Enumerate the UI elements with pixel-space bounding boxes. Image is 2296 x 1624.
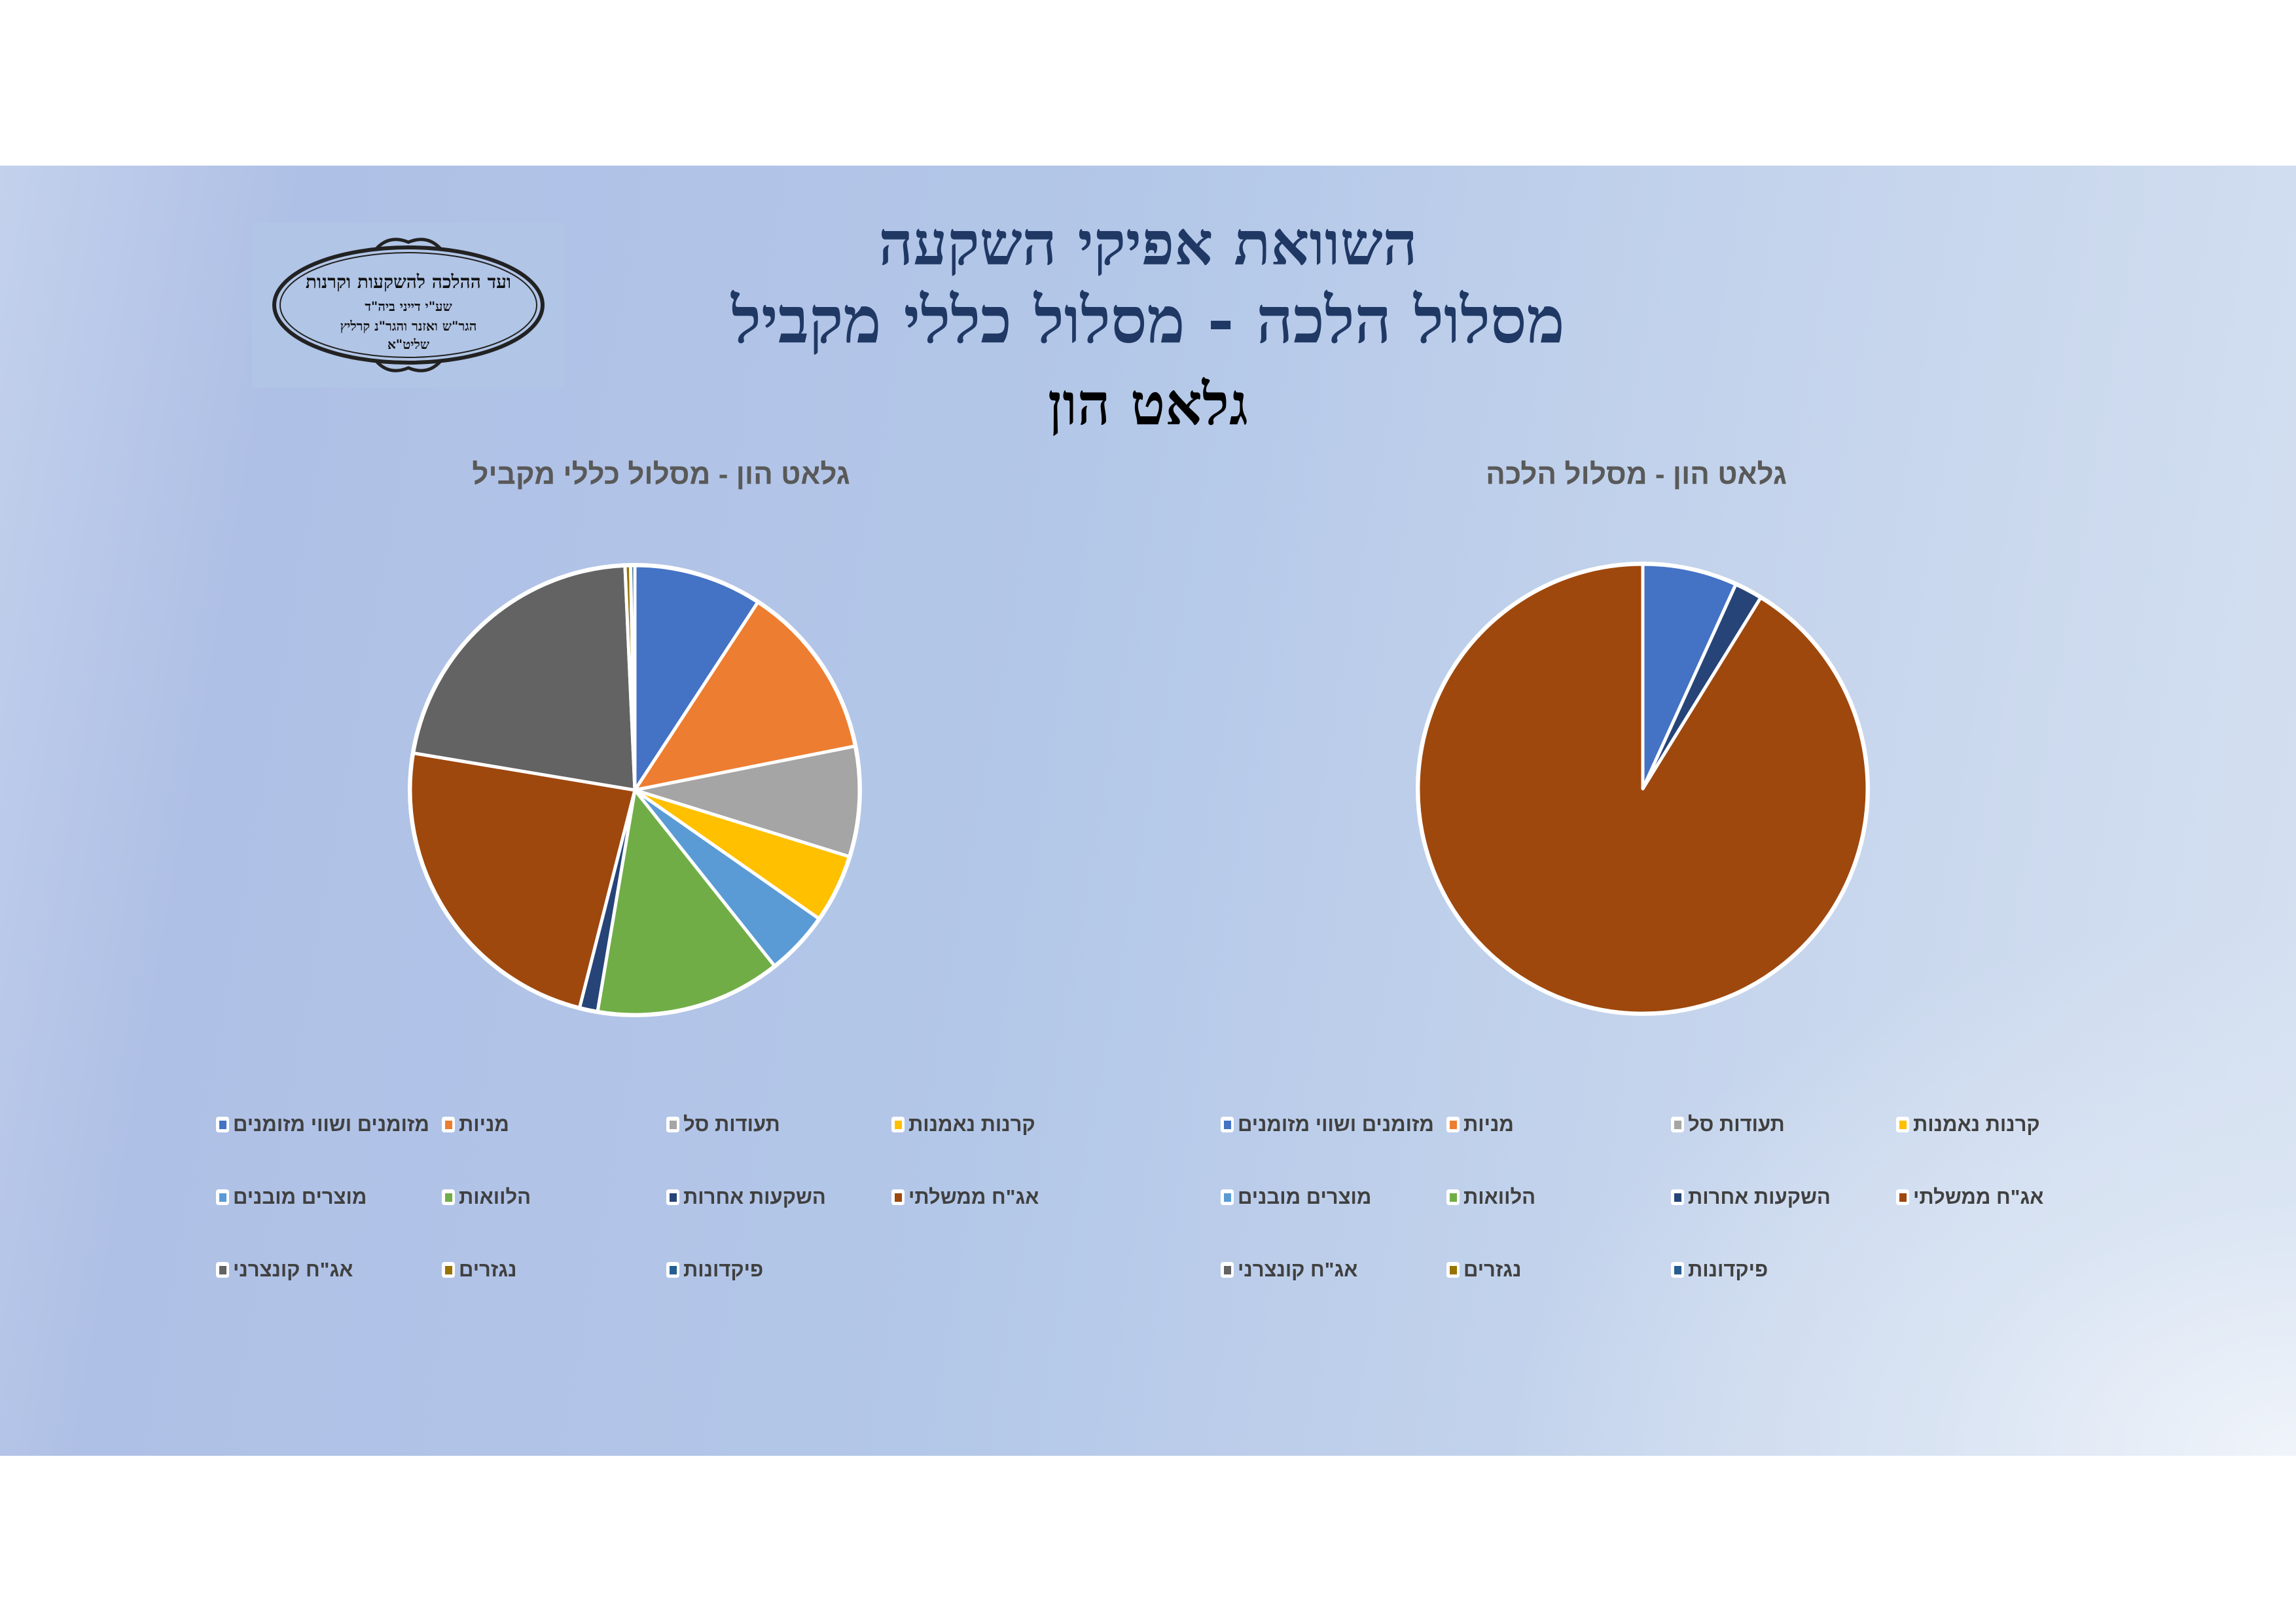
pie-slice bbox=[596, 788, 776, 1017]
legend-item: נגזרים bbox=[442, 1258, 516, 1282]
chart-title-general: גלאט הון - מסלול כללי מקביל bbox=[472, 458, 850, 490]
logo-line-3: הגר"ש ואזנר והגר"נ קרליץ bbox=[340, 318, 477, 334]
legend-item: פיקדונות bbox=[1671, 1258, 1768, 1282]
legend-label: מוצרים מובנים bbox=[1238, 1185, 1372, 1208]
legend-label: השקעות אחרות bbox=[1688, 1185, 1831, 1208]
legend-label: פיקדונות bbox=[683, 1258, 764, 1281]
logo-line-2: שע"י דייני ביה"ד bbox=[365, 298, 452, 314]
pie-chart-halacha bbox=[1416, 562, 1870, 1016]
legend-label: אג"ח ממשלתי bbox=[1913, 1185, 2044, 1208]
legend-item: מניות bbox=[442, 1113, 509, 1136]
legend-item: השקעות אחרות bbox=[666, 1185, 826, 1209]
legend-label: מוצרים מובנים bbox=[233, 1185, 367, 1208]
legend-label: נגזרים bbox=[1463, 1258, 1522, 1281]
pie-chart-general bbox=[408, 563, 862, 1017]
legend-swatch-icon bbox=[1671, 1262, 1684, 1278]
legend-item: פיקדונות bbox=[666, 1258, 763, 1282]
chart-title-halacha: גלאט הון - מסלול הלכה bbox=[1486, 458, 1787, 490]
legend-swatch-icon bbox=[1221, 1117, 1234, 1132]
legend-swatch-icon bbox=[666, 1117, 679, 1132]
pie-slice bbox=[408, 751, 637, 1009]
legend-label: מניות bbox=[1463, 1113, 1514, 1136]
legend-label: אג"ח ממשלתי bbox=[908, 1185, 1039, 1208]
legend-item: אג"ח ממשלתי bbox=[1896, 1185, 2043, 1209]
legend-label: קרנות נאמנות bbox=[1913, 1113, 2040, 1136]
legend-swatch-icon bbox=[442, 1189, 455, 1205]
pie-slice bbox=[633, 600, 857, 792]
legend-label: פיקדונות bbox=[1688, 1258, 1768, 1281]
legend-label: מזומנים ושווי מזומנים bbox=[233, 1113, 429, 1136]
legend-item: הלוואות bbox=[1446, 1185, 1535, 1209]
pie-slice bbox=[1416, 562, 1869, 1015]
legend-swatch-icon bbox=[891, 1117, 905, 1132]
legend-swatch-icon bbox=[1446, 1262, 1460, 1278]
pie-slice bbox=[1641, 562, 1738, 791]
legend-item: אג"ח קונצרני bbox=[216, 1258, 353, 1282]
pie-slice bbox=[629, 564, 637, 792]
fund-name: גלאט הון bbox=[1047, 370, 1249, 438]
legend-item: מוצרים מובנים bbox=[1221, 1185, 1371, 1209]
legend-item: קרנות נאמנות bbox=[1896, 1113, 2040, 1136]
pie-slice bbox=[633, 564, 760, 792]
legend-swatch-icon bbox=[1896, 1189, 1909, 1205]
legend-label: הלוואות bbox=[1463, 1185, 1536, 1208]
legend-item: השקעות אחרות bbox=[1671, 1185, 1831, 1209]
logo-line-4: שליט"א bbox=[387, 336, 429, 352]
legend-swatch-icon bbox=[216, 1189, 229, 1205]
legend-item: מוצרים מובנים bbox=[216, 1185, 367, 1209]
legend-item: קרנות נאמנות bbox=[891, 1113, 1035, 1136]
legend-item: נגזרים bbox=[1446, 1258, 1521, 1282]
legend-swatch-icon bbox=[442, 1262, 455, 1278]
legend-swatch-icon bbox=[442, 1117, 455, 1132]
legend-swatch-icon bbox=[666, 1189, 679, 1205]
legend-item: מזומנים ושווי מזומנים bbox=[216, 1113, 429, 1136]
legend-label: אג"ח קונצרני bbox=[1238, 1258, 1358, 1281]
legend-item: תעודות סל bbox=[1671, 1113, 1785, 1136]
legend-item: מזומנים ושווי מזומנים bbox=[1221, 1113, 1434, 1136]
logo-line-1: ועד ההלכה להשקעות וקרנות bbox=[306, 271, 511, 293]
legend-swatch-icon bbox=[1671, 1189, 1684, 1205]
legend-swatch-icon bbox=[891, 1189, 905, 1205]
legend-swatch-icon bbox=[1671, 1117, 1684, 1132]
legend-swatch-icon bbox=[1221, 1262, 1234, 1278]
legend-item: תעודות סל bbox=[666, 1113, 780, 1136]
legend-label: תעודות סל bbox=[1688, 1113, 1785, 1136]
logo: ועד ההלכה להשקעות וקרנות שע"י דייני ביה"… bbox=[252, 223, 565, 388]
legend-swatch-icon bbox=[1446, 1117, 1460, 1132]
page-title: השוואת אפיקי השקעה bbox=[878, 208, 1418, 279]
legend-item: אג"ח קונצרני bbox=[1221, 1258, 1357, 1282]
legend-label: אג"ח קונצרני bbox=[233, 1258, 353, 1281]
legend-label: השקעות אחרות bbox=[683, 1185, 826, 1208]
legend-label: נגזרים bbox=[459, 1258, 517, 1281]
legend-swatch-icon bbox=[666, 1262, 679, 1278]
legend-label: קרנות נאמנות bbox=[908, 1113, 1035, 1136]
page-subtitle: מסלול הלכה - מסלול כללי מקביל bbox=[731, 283, 1565, 358]
legend-label: מניות bbox=[459, 1113, 509, 1136]
legend-item: אג"ח ממשלתי bbox=[891, 1185, 1039, 1209]
legend-label: מזומנים ושווי מזומנים bbox=[1238, 1113, 1434, 1136]
pie-slice bbox=[412, 564, 637, 792]
legend-label: תעודות סל bbox=[683, 1113, 780, 1136]
pie-slice bbox=[633, 744, 861, 859]
legend-item: הלוואות bbox=[442, 1185, 531, 1209]
legend-swatch-icon bbox=[1446, 1189, 1460, 1205]
legend-swatch-icon bbox=[1221, 1189, 1234, 1205]
legend-swatch-icon bbox=[1896, 1117, 1909, 1132]
legend-item: מניות bbox=[1446, 1113, 1514, 1136]
legend-swatch-icon bbox=[216, 1117, 229, 1132]
legend-label: הלוואות bbox=[459, 1185, 531, 1208]
legend-swatch-icon bbox=[216, 1262, 229, 1278]
